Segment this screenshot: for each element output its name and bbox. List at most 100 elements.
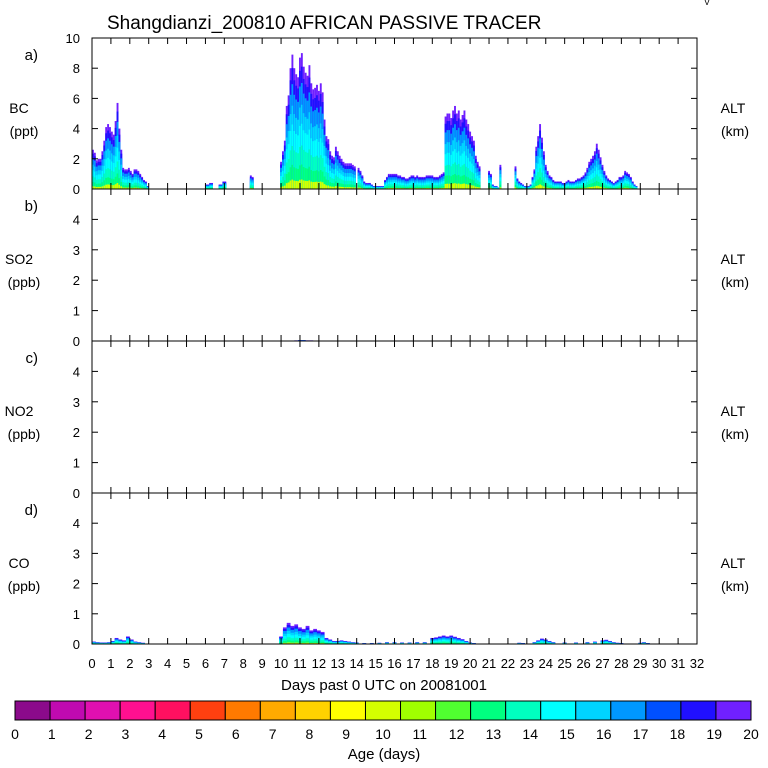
data-bar <box>474 155 477 189</box>
data-bar <box>463 110 466 189</box>
panel-no2: c) NO2 (ppb) ALT (km) 0 1 2 3 4 <box>5 340 749 501</box>
data-bar <box>590 158 593 189</box>
data-bar <box>427 175 430 189</box>
data-bar <box>321 92 324 189</box>
data-bar <box>365 182 368 189</box>
y-tick-label: 4 <box>73 122 80 137</box>
y-axis-unit: (ppt) <box>10 123 39 139</box>
data-bar <box>453 636 457 644</box>
x-tick-label: 31 <box>671 656 685 671</box>
data-bar <box>218 184 223 190</box>
colorbar-tick-label: 17 <box>633 726 649 742</box>
data-bar <box>129 170 132 189</box>
right-axis-unit: (km) <box>721 123 749 139</box>
data-bar <box>120 149 123 189</box>
x-tick-label: 11 <box>293 656 307 671</box>
data-bar <box>359 170 362 189</box>
data-bar <box>454 105 456 189</box>
data-bar <box>305 625 310 644</box>
data-bar <box>460 639 465 645</box>
data-bar <box>289 68 292 189</box>
data-bar <box>112 134 115 189</box>
data-bar <box>404 178 407 189</box>
data-bar <box>423 176 426 189</box>
data-bar <box>127 167 130 189</box>
x-tick-label: 0 <box>88 656 95 671</box>
data-bar <box>478 166 481 189</box>
x-tick-label: 16 <box>387 656 401 671</box>
x-tick-label: 21 <box>482 656 496 671</box>
colorbar-tick-label: 5 <box>195 726 203 742</box>
data-bar <box>107 124 110 189</box>
data-bar <box>605 175 608 189</box>
colorbar-tick-label: 18 <box>670 726 686 742</box>
colorbar-swatch <box>329 700 366 721</box>
data-bar <box>357 167 360 189</box>
data-bar <box>418 176 421 189</box>
data-bar <box>137 170 140 189</box>
data-bar <box>401 176 404 189</box>
data-bar <box>467 124 470 189</box>
data-bar <box>324 637 329 644</box>
data-bar <box>552 179 555 189</box>
colorbar-tick-label: 12 <box>449 726 465 742</box>
data-bar <box>348 163 351 189</box>
data-bar <box>282 151 284 189</box>
x-tick-label: 25 <box>557 656 571 671</box>
data-bar <box>542 151 545 189</box>
y-tick-label: 6 <box>73 91 80 106</box>
data-bar <box>541 137 543 189</box>
data-bar <box>114 121 117 189</box>
data-bar <box>129 639 134 645</box>
colorbar-tick-label: 6 <box>232 726 240 742</box>
data-bar <box>340 158 343 189</box>
plot-frame <box>91 37 698 190</box>
data-bar <box>406 178 409 189</box>
data-bar <box>313 628 317 644</box>
data-bar <box>367 182 369 189</box>
data-bar <box>578 178 581 189</box>
data-bar <box>110 131 113 189</box>
data-bar <box>93 152 96 189</box>
panel-co: d) CO (ppb) ALT (km) 0 1 2 3 4 <box>8 492 749 652</box>
y-tick-label: 2 <box>73 273 80 288</box>
data-bar <box>614 181 617 189</box>
data-bar <box>456 637 461 644</box>
data-bar <box>575 179 577 189</box>
y-tick-label: 2 <box>73 425 80 440</box>
colorbar-tick-label: 14 <box>522 726 538 742</box>
data-bar <box>293 68 296 189</box>
data-bar <box>626 172 628 189</box>
data-bar <box>351 164 354 189</box>
data-bar <box>421 176 424 189</box>
corner-mark: V <box>704 0 710 7</box>
data-bar <box>122 167 125 189</box>
data-bar <box>531 176 534 189</box>
data-bar <box>580 176 583 189</box>
data-bar <box>437 176 439 189</box>
data-bar <box>306 75 309 189</box>
data-bar <box>294 624 299 644</box>
data-bar <box>491 184 494 190</box>
data-bar <box>309 630 314 644</box>
data-bar <box>109 127 111 189</box>
x-tick-label: 26 <box>576 656 590 671</box>
data-bar <box>290 625 295 644</box>
x-tick-label: 1 <box>107 656 114 671</box>
data-bar <box>618 176 621 189</box>
data-bar <box>595 143 598 189</box>
x-tick-label: 14 <box>349 656 363 671</box>
data-bar <box>370 184 373 190</box>
colorbar-tick-label: 4 <box>158 726 166 742</box>
data-bar <box>438 175 441 189</box>
y-tick-label: 2 <box>73 577 80 592</box>
colorbar-swatch <box>14 700 51 721</box>
data-bar <box>342 161 345 189</box>
data-bar <box>471 136 473 189</box>
data-bar <box>331 155 334 189</box>
panel-letter: a) <box>25 47 38 64</box>
plot-frame <box>91 340 698 494</box>
data-bar <box>395 173 398 189</box>
data-bar <box>99 158 102 189</box>
